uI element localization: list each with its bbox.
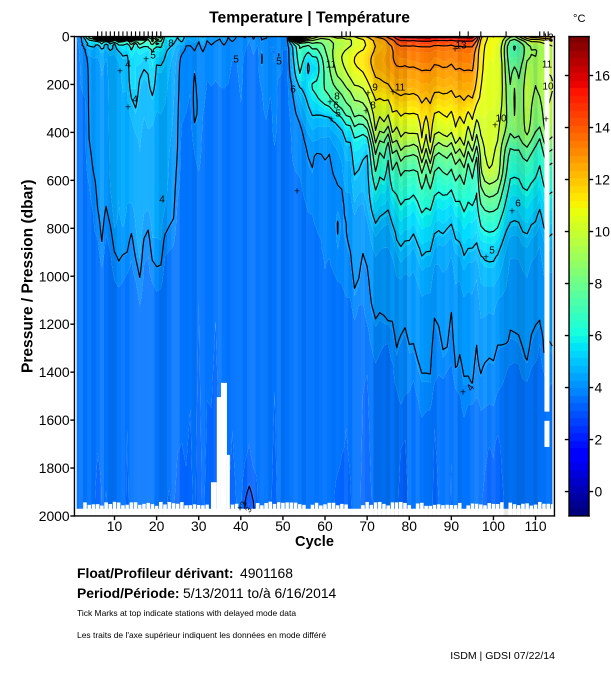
svg-text:+: + — [328, 115, 334, 126]
svg-text:Temperature | Température: Temperature | Température — [209, 10, 410, 27]
svg-text:+: + — [483, 253, 489, 264]
svg-text:100: 100 — [482, 518, 505, 534]
svg-text:Les traits de l'axe supérieur: Les traits de l'axe supérieur indiquent … — [77, 630, 326, 640]
svg-text:+: + — [390, 88, 396, 99]
svg-text:4: 4 — [159, 195, 165, 206]
svg-text:10: 10 — [495, 114, 507, 125]
svg-text:13: 13 — [455, 41, 467, 52]
svg-text:80: 80 — [402, 518, 418, 534]
svg-text:10: 10 — [595, 224, 611, 240]
svg-text:200: 200 — [46, 76, 69, 92]
svg-text:9: 9 — [372, 83, 378, 94]
svg-text:12: 12 — [595, 172, 611, 188]
svg-text:1800: 1800 — [39, 460, 70, 476]
svg-text:3: 3 — [238, 499, 249, 507]
svg-text:1600: 1600 — [39, 412, 70, 428]
svg-text:Float/Profileur dérivant:: Float/Profileur dérivant: — [77, 565, 234, 581]
svg-text:110: 110 — [524, 518, 546, 534]
svg-text:5: 5 — [276, 57, 282, 68]
svg-text:50: 50 — [275, 518, 291, 534]
svg-text:1000: 1000 — [39, 268, 70, 284]
svg-text:5: 5 — [150, 51, 156, 62]
svg-text:Period/Période:: Period/Période: — [77, 585, 180, 601]
svg-text:+: + — [294, 187, 300, 198]
svg-text:+: + — [117, 67, 123, 78]
svg-text:40: 40 — [233, 518, 249, 534]
svg-text:+: + — [143, 55, 149, 66]
svg-text:+: + — [492, 121, 498, 132]
svg-text:0: 0 — [595, 484, 603, 500]
svg-text:6: 6 — [290, 85, 296, 96]
svg-text:ISDM | GDSI 07/22/14: ISDM | GDSI 07/22/14 — [450, 650, 555, 662]
svg-text:+: + — [509, 207, 515, 218]
svg-text:10: 10 — [542, 82, 554, 93]
svg-text:11: 11 — [542, 60, 553, 71]
svg-text:4: 4 — [595, 380, 603, 396]
svg-text:8: 8 — [334, 92, 340, 103]
svg-text:30: 30 — [191, 518, 207, 534]
svg-text:5: 5 — [233, 55, 239, 66]
svg-text:+: + — [363, 107, 369, 118]
svg-text:8: 8 — [370, 101, 376, 112]
svg-text:600: 600 — [46, 172, 69, 188]
svg-text:60: 60 — [317, 518, 333, 534]
svg-text:8: 8 — [595, 276, 603, 292]
svg-text:400: 400 — [46, 124, 69, 140]
svg-text:2000: 2000 — [39, 508, 70, 524]
svg-text:10: 10 — [107, 518, 123, 534]
svg-text:+: + — [452, 45, 458, 56]
svg-text:90: 90 — [444, 518, 460, 534]
svg-text:6: 6 — [333, 101, 339, 112]
svg-text:11: 11 — [326, 60, 337, 71]
svg-text:4: 4 — [132, 95, 138, 106]
svg-text:6: 6 — [515, 199, 521, 210]
svg-text:+: + — [237, 504, 243, 515]
svg-text:8: 8 — [168, 39, 174, 50]
svg-text:0: 0 — [62, 29, 70, 45]
svg-text:Tick Marks at top indicate sta: Tick Marks at top indicate stations with… — [77, 608, 296, 618]
svg-text:3: 3 — [243, 505, 254, 514]
svg-text:4: 4 — [465, 382, 477, 393]
svg-text:+: + — [327, 98, 333, 109]
svg-text:5/13/2011 to/à 6/16/2014: 5/13/2011 to/à 6/16/2014 — [183, 585, 337, 601]
svg-text:800: 800 — [46, 220, 69, 236]
svg-text:+: + — [125, 103, 131, 114]
svg-text:1400: 1400 — [39, 364, 70, 380]
svg-text:11: 11 — [395, 83, 406, 94]
svg-text:1200: 1200 — [39, 316, 70, 332]
svg-text:+: + — [543, 115, 549, 126]
svg-text:2: 2 — [595, 432, 603, 448]
svg-text:5: 5 — [489, 246, 495, 257]
svg-text:+: + — [460, 388, 466, 399]
svg-text:20: 20 — [149, 518, 165, 534]
svg-text:70: 70 — [359, 518, 375, 534]
svg-text:+: + — [365, 89, 371, 100]
svg-text:Pressure / Pression (dbar): Pressure / Pression (dbar) — [20, 179, 37, 373]
svg-text:°C: °C — [573, 13, 585, 25]
svg-text:5: 5 — [335, 109, 341, 120]
svg-text:16: 16 — [595, 68, 611, 84]
svg-text:6: 6 — [595, 328, 603, 344]
svg-text:14: 14 — [595, 120, 611, 136]
svg-text:4: 4 — [125, 60, 131, 71]
svg-text:4901168: 4901168 — [240, 565, 293, 581]
svg-text:12: 12 — [542, 33, 554, 44]
svg-text:Cycle: Cycle — [295, 534, 334, 550]
